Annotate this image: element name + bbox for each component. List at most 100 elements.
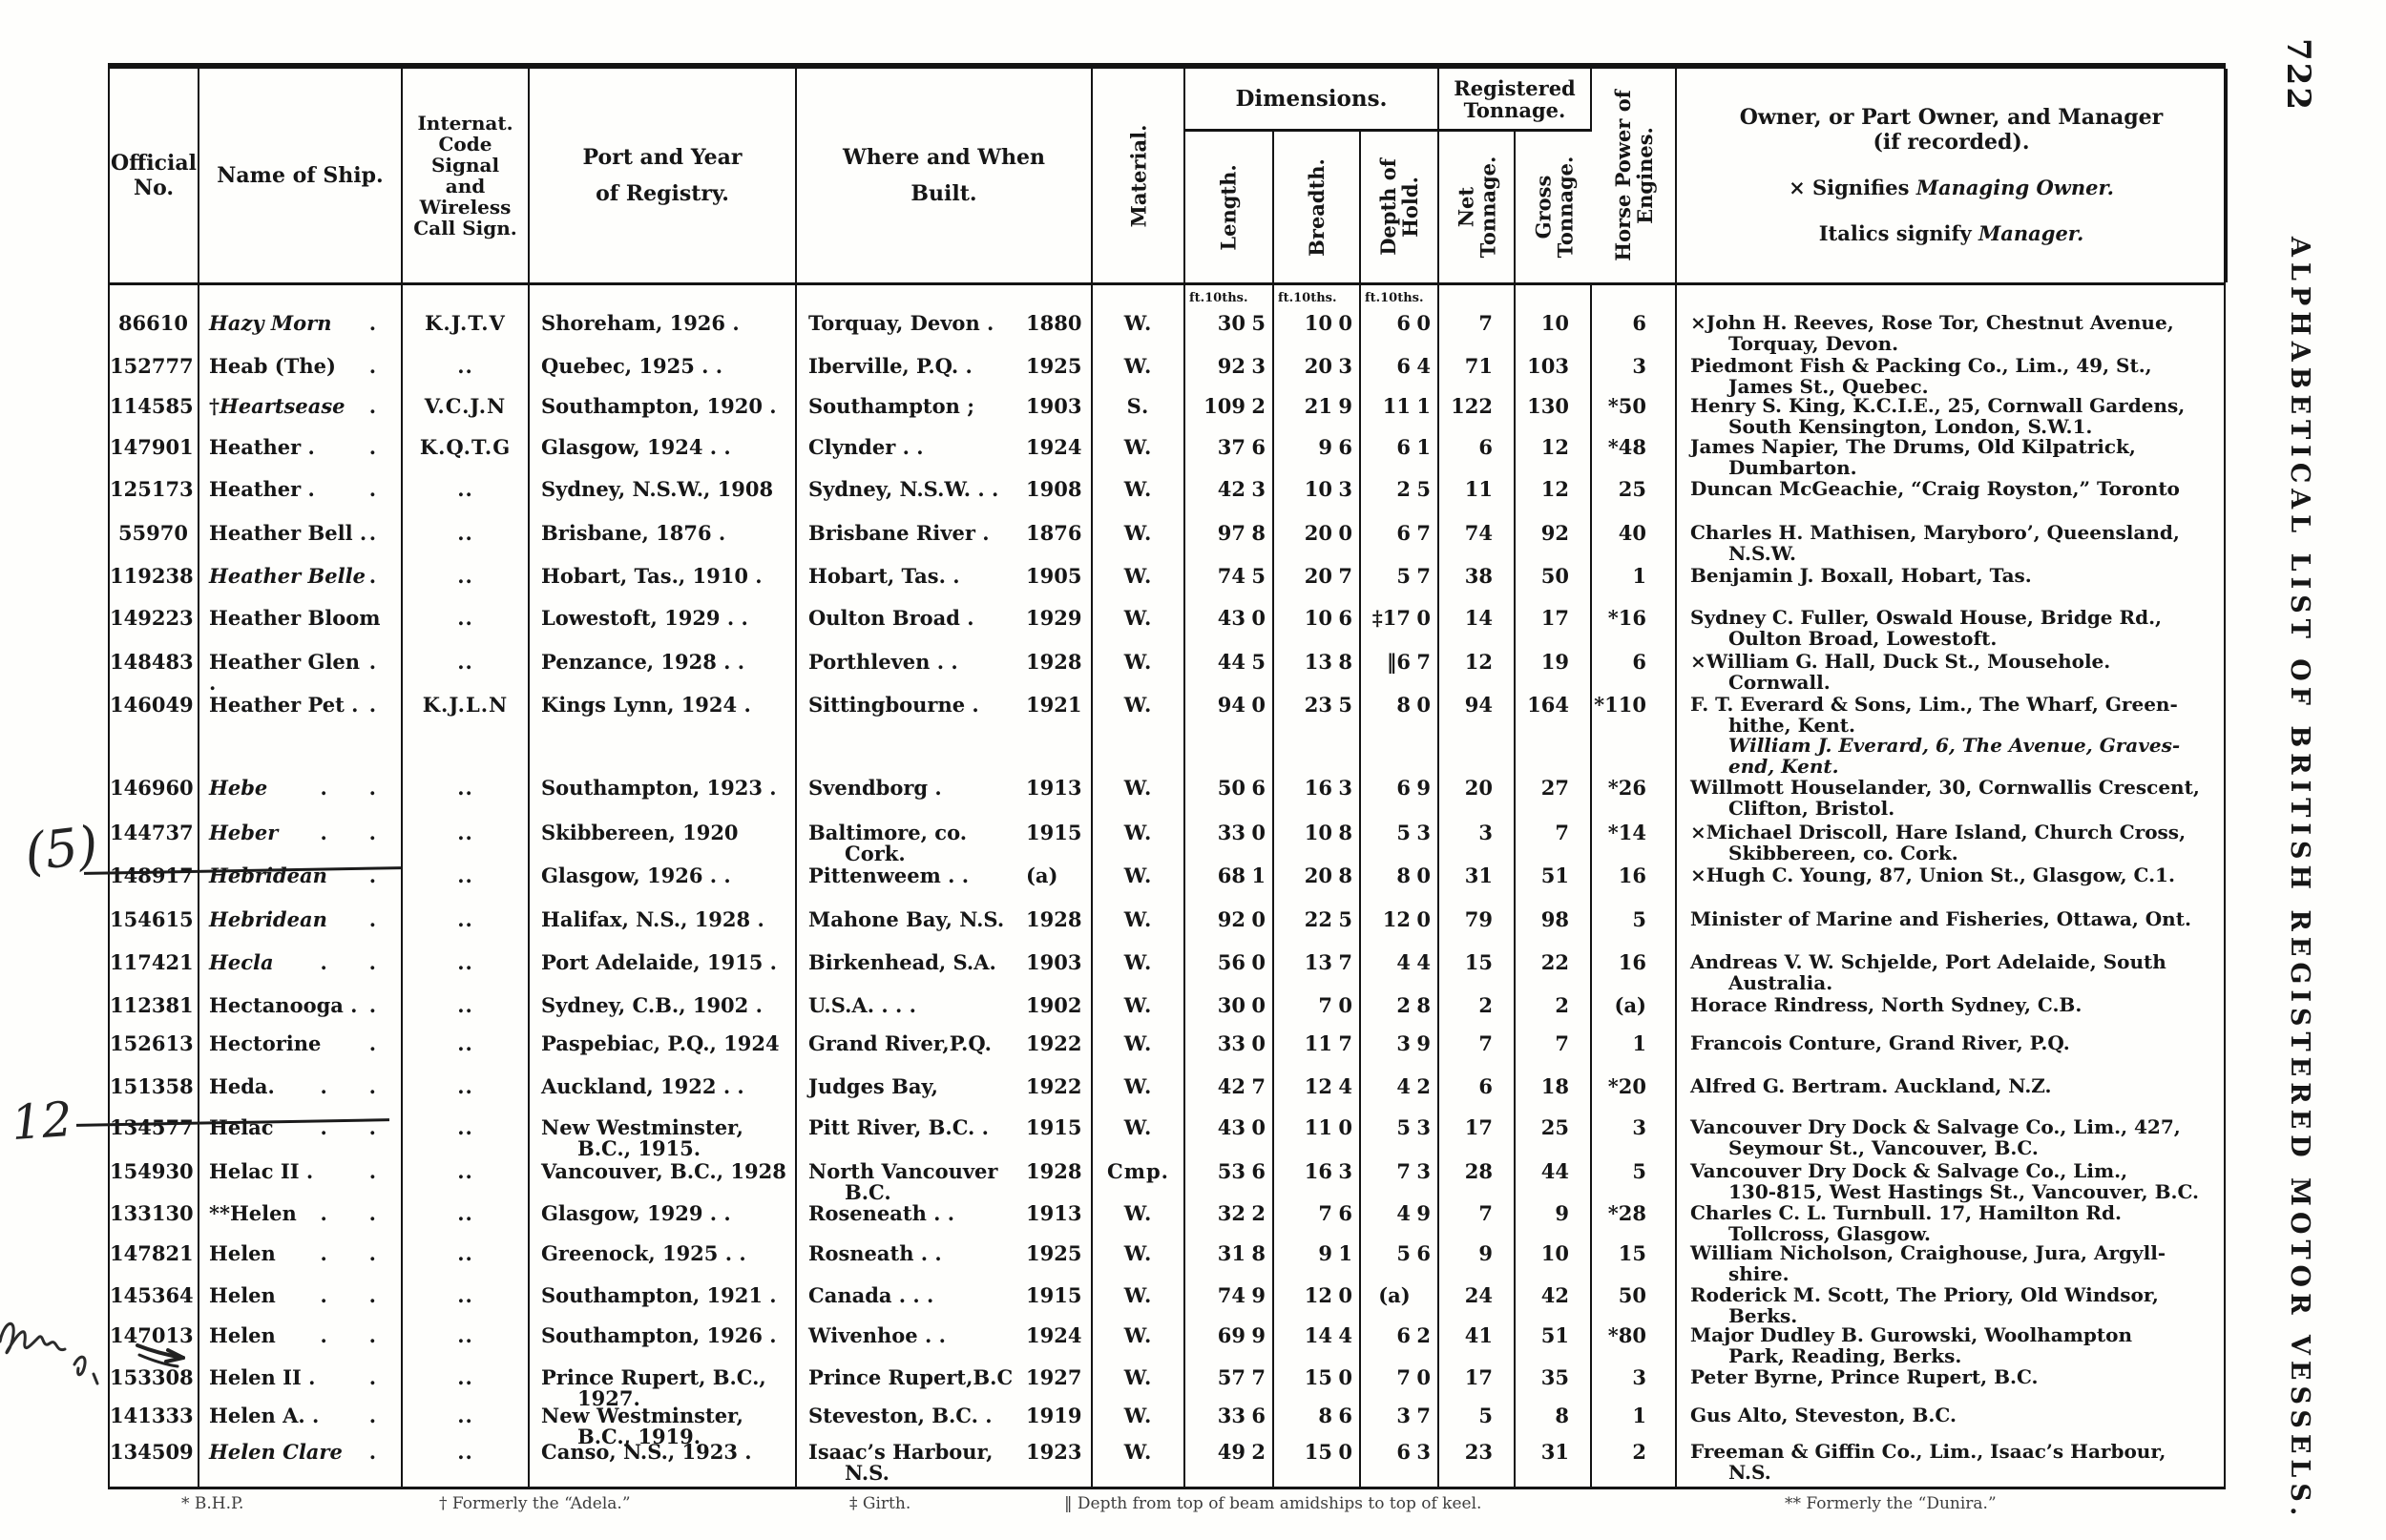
built-place: Judges Bay,	[797, 1076, 1026, 1114]
official-no-cell: 152613	[110, 1030, 199, 1073]
owner-cell: Gus Alto, Steveston, B.C.	[1677, 1403, 2228, 1446]
call-sign-cell: ..	[403, 775, 530, 820]
net-tonnage-cell: 5	[1439, 1403, 1516, 1446]
owner-line: Seymour St., Vancouver, B.C.	[1728, 1135, 2039, 1159]
material-cell: Cmp.	[1093, 1158, 1185, 1202]
net-tonnage-cell: 17	[1439, 1364, 1516, 1408]
ship-name-cell: Helen Clare.	[199, 1439, 403, 1487]
built-line: Prince Rupert,B.C	[808, 1365, 1014, 1389]
tenths-value: 5	[1338, 907, 1352, 931]
breadth-cell: 15 0	[1274, 1364, 1361, 1408]
feet-value: 6	[1396, 776, 1411, 800]
feet-value: 16	[1304, 1159, 1332, 1183]
gross-tonnage-cell: 35	[1516, 1364, 1592, 1408]
owner-line: Vancouver Dry Dock & Salvage Co., Lim.,	[1690, 1159, 2128, 1182]
official-no-cell: 141333	[110, 1403, 199, 1446]
header-net-line1: Net	[1454, 186, 1478, 228]
tenths-value: 0	[1251, 1115, 1266, 1139]
tenths-value: 7	[1416, 564, 1431, 588]
port-line: Kings Lynn, 1924 .	[541, 693, 751, 717]
tenths-value: 4	[1338, 1323, 1352, 1347]
net-tonnage-cell: 74	[1439, 520, 1516, 564]
built-place: Roseneath . .	[797, 1203, 1026, 1244]
official-no-cell: 146049	[110, 692, 199, 777]
feet-value: 33	[1217, 1031, 1245, 1055]
length-cell: 50 6	[1185, 775, 1274, 820]
built-line: Pitt River, B.C. .	[808, 1115, 989, 1139]
owner-cell: Major Dudley B. Gurowski, Woolhampton Par…	[1677, 1322, 2228, 1366]
owner-line: Berks.	[1728, 1303, 1798, 1327]
call-sign-cell: ..	[403, 1158, 530, 1202]
feet-value: 20	[1304, 354, 1332, 378]
built-place: Wivenhoe . .	[797, 1325, 1026, 1366]
built-line: Baltimore, co.	[808, 821, 968, 844]
table-row: 148917 Hebridean... Glasgow, 1926 . . Pitte…	[110, 863, 2224, 906]
register-table: Official No. Name of Ship. Internat. Cod…	[108, 63, 2228, 1489]
owner-line: Cornwall.	[1728, 670, 1831, 694]
depth-cell: ‡17 0	[1361, 605, 1439, 649]
net-tonnage-cell: 2	[1439, 992, 1516, 1030]
owner-cell: Francois Conture, Grand River, P.Q.	[1677, 1030, 2228, 1073]
material-cell: W.	[1093, 1240, 1185, 1284]
official-no-cell: 117421	[110, 949, 199, 993]
owner-line: Duncan McGeachie, “Craig Royston,” Toron…	[1690, 477, 2180, 500]
breadth-cell: 20 7	[1274, 563, 1361, 605]
length-cell: 42 7	[1185, 1073, 1274, 1114]
official-no-cell: 119238	[110, 563, 199, 605]
horsepower-cell: *48	[1592, 434, 1677, 478]
tenths-value: 1	[1251, 864, 1266, 887]
port-line: Lowestoft, 1929 . .	[541, 606, 748, 630]
port-registry-cell: Canso, N.S., 1923 .	[530, 1439, 797, 1487]
breadth-cell: 13 7	[1274, 949, 1361, 993]
owner-cell: Peter Byrne, Prince Rupert, B.C.	[1677, 1364, 2228, 1408]
built-year: 1922	[1026, 1074, 1082, 1098]
header-sig-prefix: × Signifies	[1789, 176, 1916, 199]
built-cell: Pittenweem . . (a)	[797, 863, 1093, 906]
feet-value: 49	[1217, 1440, 1245, 1464]
feet-value: 22	[1304, 907, 1332, 931]
owner-line: N.S.W.	[1728, 541, 1796, 565]
header-dimensions-label: Dimensions.	[1235, 85, 1388, 112]
breadth-cell: 14 4	[1274, 1322, 1361, 1366]
horsepower-cell: 16	[1592, 949, 1677, 993]
call-sign-cell: V.C.J.N	[403, 393, 530, 437]
owner-cell: Benjamin J. Boxall, Hobart, Tas.	[1677, 563, 2228, 605]
tenths-value: 5	[1251, 311, 1266, 335]
horsepower-cell: *80	[1592, 1322, 1677, 1366]
built-line: Torquay, Devon .	[808, 311, 994, 335]
owner-line: Benjamin J. Boxall, Hobart, Tas.	[1690, 564, 2032, 587]
gross-tonnage-cell: 10	[1516, 310, 1592, 354]
horsepower-cell: *20	[1592, 1073, 1677, 1114]
length-cell: 43 0	[1185, 1114, 1274, 1158]
built-line: Canada . . .	[808, 1283, 934, 1307]
gross-tonnage-cell: 22	[1516, 949, 1592, 993]
horsepower-cell: 3	[1592, 1114, 1677, 1158]
net-tonnage-cell: 7	[1439, 1200, 1516, 1244]
built-place: Baltimore, co. Cork.	[797, 822, 1026, 864]
built-cell: Wivenhoe . . 1924	[797, 1322, 1093, 1366]
table-row: 114585 † Heartsease. V.C.J.N Southampton, 19…	[110, 393, 2224, 437]
owner-line: Peter Byrne, Prince Rupert, B.C.	[1690, 1365, 2039, 1388]
built-place: Rosneath . .	[797, 1243, 1026, 1284]
built-line: Porthleven . .	[808, 650, 958, 674]
horsepower-cell: 1	[1592, 1030, 1677, 1073]
feet-value: 2	[1396, 477, 1411, 501]
feet-value: 11	[1304, 1115, 1332, 1139]
owner-cell: ×William G. Hall, Duck St., Mousehole. Co…	[1677, 649, 2228, 693]
gross-tonnage-cell: 25	[1516, 1114, 1592, 1158]
built-cell: Hobart, Tas. . 1905	[797, 563, 1093, 605]
header-gross-tonnage: Gross Tonnage.	[1516, 132, 1592, 282]
table-body: ft.10ths. ft.10ths. ft.10ths. 86610 Hazy …	[108, 285, 2226, 1489]
built-place: U.S.A. . . .	[797, 995, 1026, 1030]
built-line: Rosneath . .	[808, 1241, 942, 1265]
built-year: 1929	[1026, 606, 1082, 630]
call-sign-cell: ..	[403, 476, 530, 520]
ship-name-text: Hebe	[209, 776, 268, 800]
header-length-label: Length.	[1216, 163, 1241, 251]
tenths-value: 7	[1416, 650, 1431, 674]
material-cell: W.	[1093, 353, 1185, 397]
table-row: 144737 Heber . ... Skibbereen, 1920 Baltimor…	[110, 820, 2224, 864]
